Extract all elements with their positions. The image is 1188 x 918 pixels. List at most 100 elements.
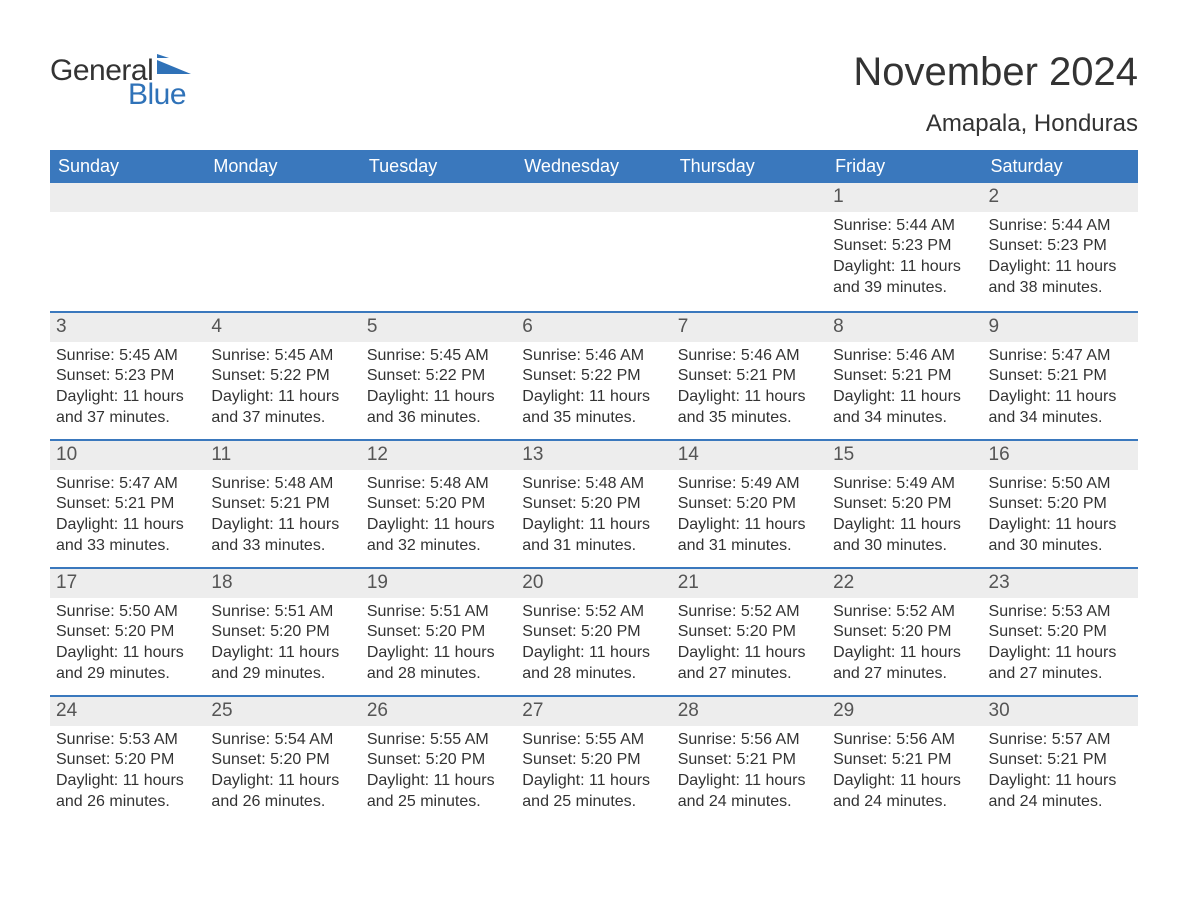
daylight-line: Daylight: 11 hours and 27 minutes. [989, 643, 1132, 685]
title-block: November 2024 Amapala, Honduras [853, 50, 1138, 138]
week-row: 10Sunrise: 5:47 AMSunset: 5:21 PMDayligh… [50, 439, 1138, 567]
sunrise-line: Sunrise: 5:46 AM [678, 346, 821, 367]
daylight-line-label: Daylight: [522, 772, 584, 789]
calendar-grid: SundayMondayTuesdayWednesdayThursdayFrid… [50, 150, 1138, 823]
day-number: 8 [827, 313, 982, 342]
sunset-line-value: 5:20 PM [581, 623, 641, 640]
daylight-line: Daylight: 11 hours and 34 minutes. [833, 387, 976, 429]
sunrise-line-label: Sunrise: [211, 603, 270, 620]
daylight-line: Daylight: 11 hours and 29 minutes. [56, 643, 199, 685]
sunrise-line-value: 5:46 AM [741, 347, 800, 364]
daylight-line: Daylight: 11 hours and 25 minutes. [367, 771, 510, 813]
sunset-line-value: 5:21 PM [892, 751, 952, 768]
daylight-line-label: Daylight: [56, 388, 118, 405]
day-number: 15 [827, 441, 982, 470]
sunrise-line: Sunrise: 5:49 AM [678, 474, 821, 495]
day-number: 26 [361, 697, 516, 726]
sunset-line: Sunset: 5:20 PM [989, 494, 1132, 515]
sunrise-line-value: 5:51 AM [275, 603, 334, 620]
sunrise-line-value: 5:55 AM [430, 731, 489, 748]
sunrise-line-value: 5:48 AM [430, 475, 489, 492]
sunset-line-value: 5:21 PM [736, 751, 796, 768]
daylight-line-label: Daylight: [522, 388, 584, 405]
sunset-line: Sunset: 5:21 PM [211, 494, 354, 515]
sunrise-line-value: 5:48 AM [585, 475, 644, 492]
sunrise-line-value: 5:50 AM [119, 603, 178, 620]
sunrise-line: Sunrise: 5:49 AM [833, 474, 976, 495]
sunrise-line-label: Sunrise: [833, 475, 892, 492]
daylight-line: Daylight: 11 hours and 37 minutes. [56, 387, 199, 429]
sunrise-line-label: Sunrise: [367, 347, 426, 364]
sunrise-line-label: Sunrise: [56, 731, 115, 748]
day-cell: 27Sunrise: 5:55 AMSunset: 5:20 PMDayligh… [516, 697, 671, 823]
day-number [50, 183, 205, 212]
sunset-line-label: Sunset: [367, 495, 421, 512]
sunset-line-label: Sunset: [989, 623, 1043, 640]
day-number: 25 [205, 697, 360, 726]
daylight-line: Daylight: 11 hours and 24 minutes. [989, 771, 1132, 813]
sunset-line-label: Sunset: [833, 751, 887, 768]
sunrise-line-value: 5:48 AM [275, 475, 334, 492]
daylight-line: Daylight: 11 hours and 27 minutes. [678, 643, 821, 685]
sunset-line-label: Sunset: [367, 367, 421, 384]
daylight-line-label: Daylight: [367, 644, 429, 661]
sunrise-line: Sunrise: 5:51 AM [211, 602, 354, 623]
day-cell: 5Sunrise: 5:45 AMSunset: 5:22 PMDaylight… [361, 313, 516, 439]
sunset-line-value: 5:21 PM [1047, 751, 1107, 768]
sunrise-line-label: Sunrise: [989, 475, 1048, 492]
sunrise-line-label: Sunrise: [522, 731, 581, 748]
sunrise-line: Sunrise: 5:45 AM [211, 346, 354, 367]
day-cell: 16Sunrise: 5:50 AMSunset: 5:20 PMDayligh… [983, 441, 1138, 567]
week-row: 17Sunrise: 5:50 AMSunset: 5:20 PMDayligh… [50, 567, 1138, 695]
day-cell: 28Sunrise: 5:56 AMSunset: 5:21 PMDayligh… [672, 697, 827, 823]
sunset-line-label: Sunset: [522, 751, 576, 768]
day-cell: 9Sunrise: 5:47 AMSunset: 5:21 PMDaylight… [983, 313, 1138, 439]
day-number: 7 [672, 313, 827, 342]
day-cell: 7Sunrise: 5:46 AMSunset: 5:21 PMDaylight… [672, 313, 827, 439]
sunrise-line-value: 5:53 AM [119, 731, 178, 748]
sunset-line-label: Sunset: [56, 751, 110, 768]
daylight-line-label: Daylight: [367, 388, 429, 405]
location-label: Amapala, Honduras [853, 110, 1138, 138]
sunset-line-label: Sunset: [833, 623, 887, 640]
daylight-line: Daylight: 11 hours and 28 minutes. [522, 643, 665, 685]
daylight-line: Daylight: 11 hours and 33 minutes. [56, 515, 199, 557]
sunset-line: Sunset: 5:20 PM [211, 622, 354, 643]
sunset-line: Sunset: 5:20 PM [56, 750, 199, 771]
sunrise-line: Sunrise: 5:52 AM [678, 602, 821, 623]
daylight-line: Daylight: 11 hours and 28 minutes. [367, 643, 510, 685]
sunrise-line: Sunrise: 5:50 AM [56, 602, 199, 623]
sunset-line-value: 5:20 PM [736, 623, 796, 640]
day-number: 2 [983, 183, 1138, 212]
day-of-week-header: Friday [827, 150, 982, 183]
sunrise-line: Sunrise: 5:46 AM [833, 346, 976, 367]
sunrise-line-label: Sunrise: [989, 603, 1048, 620]
sunset-line-label: Sunset: [522, 623, 576, 640]
day-number: 10 [50, 441, 205, 470]
sunset-line-value: 5:20 PM [270, 623, 330, 640]
day-cell: 20Sunrise: 5:52 AMSunset: 5:20 PMDayligh… [516, 569, 671, 695]
sunset-line-label: Sunset: [56, 495, 110, 512]
daylight-line-label: Daylight: [367, 516, 429, 533]
sunrise-line-label: Sunrise: [56, 603, 115, 620]
sunrise-line: Sunrise: 5:52 AM [833, 602, 976, 623]
sunrise-line-value: 5:57 AM [1052, 731, 1111, 748]
daylight-line-label: Daylight: [211, 516, 273, 533]
sunset-line: Sunset: 5:22 PM [367, 366, 510, 387]
daylight-line-label: Daylight: [678, 644, 740, 661]
sunrise-line-label: Sunrise: [833, 347, 892, 364]
day-number: 12 [361, 441, 516, 470]
sunset-line: Sunset: 5:20 PM [367, 494, 510, 515]
day-number: 29 [827, 697, 982, 726]
day-number: 9 [983, 313, 1138, 342]
sunset-line-value: 5:23 PM [115, 367, 175, 384]
day-of-week-header: Monday [205, 150, 360, 183]
day-cell: 19Sunrise: 5:51 AMSunset: 5:20 PMDayligh… [361, 569, 516, 695]
sunrise-line-label: Sunrise: [522, 347, 581, 364]
day-number [672, 183, 827, 212]
day-number: 30 [983, 697, 1138, 726]
sunset-line: Sunset: 5:22 PM [522, 366, 665, 387]
sunset-line: Sunset: 5:20 PM [367, 622, 510, 643]
daylight-line: Daylight: 11 hours and 32 minutes. [367, 515, 510, 557]
sunset-line-label: Sunset: [211, 751, 265, 768]
